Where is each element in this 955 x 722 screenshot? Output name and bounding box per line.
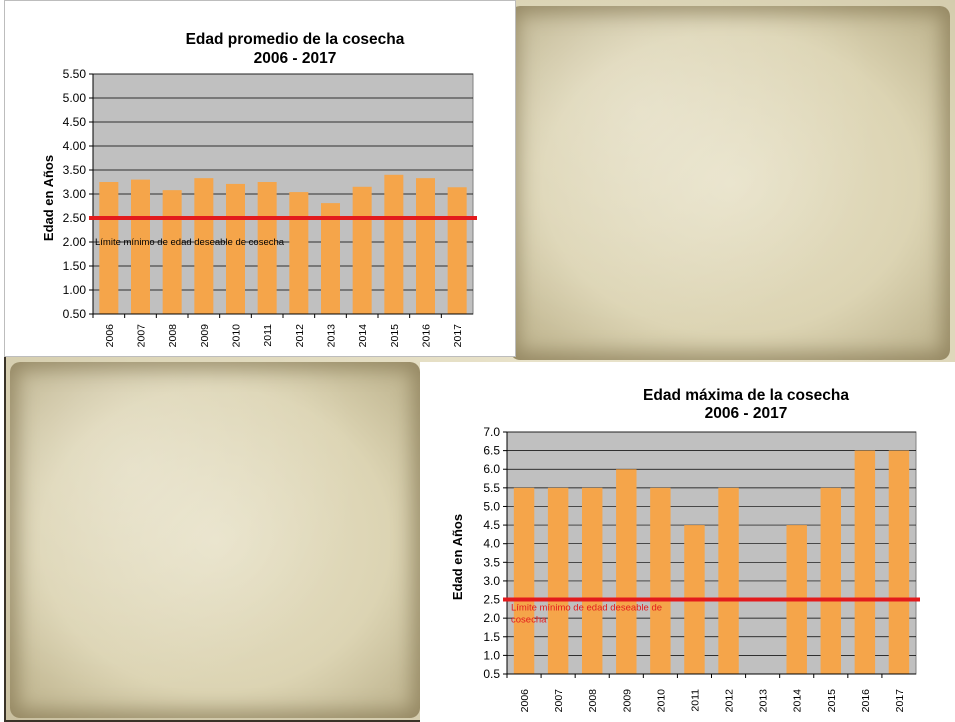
x-tick-label: 2013 [758, 689, 770, 713]
bar-2006 [99, 182, 119, 314]
y-tick-label: 2.0 [483, 611, 500, 625]
bar-2017 [888, 450, 910, 674]
x-tick-label: 2017 [452, 324, 464, 348]
plot-area [506, 431, 917, 675]
y-tick-label: 1.50 [63, 259, 87, 273]
x-tick-label: 2009 [199, 324, 211, 348]
y-axis-label: Edad en Años [450, 514, 465, 600]
bar-2006 [513, 487, 535, 674]
maximum-age-chart: Edad máxima de la cosecha 2006 - 2017 Ed… [450, 387, 920, 713]
bar-2009 [194, 178, 214, 314]
y-tick-label: 1.5 [483, 630, 500, 644]
reference-line-annotation: cosecha [511, 615, 547, 626]
bar-2012 [718, 487, 739, 674]
bar-2010 [650, 487, 671, 674]
x-tick-label: 2014 [357, 324, 369, 348]
y-tick-label: 7.0 [483, 425, 500, 439]
y-tick-label: 3.5 [483, 555, 500, 569]
y-tick-label: 5.5 [483, 481, 500, 495]
average-age-chart: Edad promedio de la cosecha 2006 - 2017 … [41, 31, 477, 348]
x-tick-label: 2007 [553, 689, 565, 713]
x-tick-label: 2007 [136, 324, 148, 348]
y-tick-label: 1.00 [63, 283, 87, 297]
bar-2011 [257, 182, 277, 314]
y-tick-label: 4.00 [63, 139, 87, 153]
y-tick-label: 5.0 [483, 499, 500, 513]
bar-2015 [384, 174, 404, 314]
bar-2014 [352, 186, 372, 314]
parchment-top-right [510, 6, 950, 360]
x-tick-label: 2008 [587, 689, 599, 713]
x-tick-label: 2009 [621, 689, 633, 713]
bar-2017 [447, 187, 467, 314]
bar-2009 [616, 469, 637, 674]
parchment-bottom-left [10, 362, 420, 718]
chart-title-line2: 2006 - 2017 [254, 50, 337, 67]
bar-2008 [162, 190, 182, 314]
y-tick-label: 6.5 [483, 444, 500, 458]
x-tick-label: 2008 [167, 324, 179, 348]
y-tick-label: 0.50 [63, 307, 87, 321]
chart-title-line1: Edad máxima de la cosecha [643, 387, 849, 404]
bar-2007 [131, 179, 150, 314]
x-tick-label: 2015 [389, 324, 401, 348]
chart-panel-average: Edad promedio de la cosecha 2006 - 2017 … [4, 0, 516, 357]
y-tick-label: 4.0 [483, 537, 500, 551]
x-tick-label: 2011 [689, 689, 701, 712]
y-tick-label: 1.0 [483, 648, 500, 662]
y-tick-label: 2.5 [483, 593, 500, 607]
bar-2013 [321, 203, 340, 314]
x-tick-label: 2015 [826, 689, 838, 713]
x-tick-label: 2012 [724, 689, 736, 713]
y-tick-label: 2.50 [63, 211, 87, 225]
y-axis-label: Edad en Años [41, 155, 56, 241]
x-tick-label: 2014 [792, 689, 804, 713]
x-tick-label: 2006 [519, 689, 531, 713]
y-tick-label: 5.00 [63, 91, 87, 105]
bar-2010 [226, 183, 245, 314]
x-tick-label: 2017 [894, 689, 906, 713]
reference-line-annotation: Límite mínimo de edad deseable de [511, 603, 662, 614]
y-tick-label: 2.00 [63, 235, 87, 249]
x-tick-label: 2016 [421, 324, 433, 348]
y-tick-label: 6.0 [483, 462, 500, 476]
bar-2008 [581, 487, 603, 674]
x-tick-label: 2010 [655, 689, 667, 713]
y-tick-label: 3.00 [63, 187, 87, 201]
x-tick-label: 2012 [294, 324, 306, 348]
x-tick-label: 2016 [860, 689, 872, 713]
bar-2015 [820, 487, 842, 674]
y-tick-label: 5.50 [63, 67, 87, 81]
reference-line-annotation: Límite mínimo de edad deseable de cosech… [95, 237, 285, 248]
y-tick-label: 0.5 [483, 667, 500, 681]
bar-2012 [289, 192, 309, 314]
y-tick-label: 3.50 [63, 163, 87, 177]
chart-title-line2: 2006 - 2017 [705, 405, 788, 422]
y-tick-label: 4.5 [483, 518, 500, 532]
x-tick-label: 2011 [262, 324, 274, 347]
bar-2016 [416, 178, 435, 314]
x-tick-label: 2013 [326, 324, 338, 348]
y-tick-label: 4.50 [63, 115, 87, 129]
chart-panel-maximum: Edad máxima de la cosecha 2006 - 2017 Ed… [420, 362, 955, 722]
x-tick-label: 2010 [231, 324, 243, 348]
bar-2007 [547, 487, 569, 674]
x-tick-label: 2006 [104, 324, 116, 348]
chart-title-line1: Edad promedio de la cosecha [186, 31, 405, 48]
bar-2016 [854, 450, 876, 674]
y-tick-label: 3.0 [483, 574, 500, 588]
